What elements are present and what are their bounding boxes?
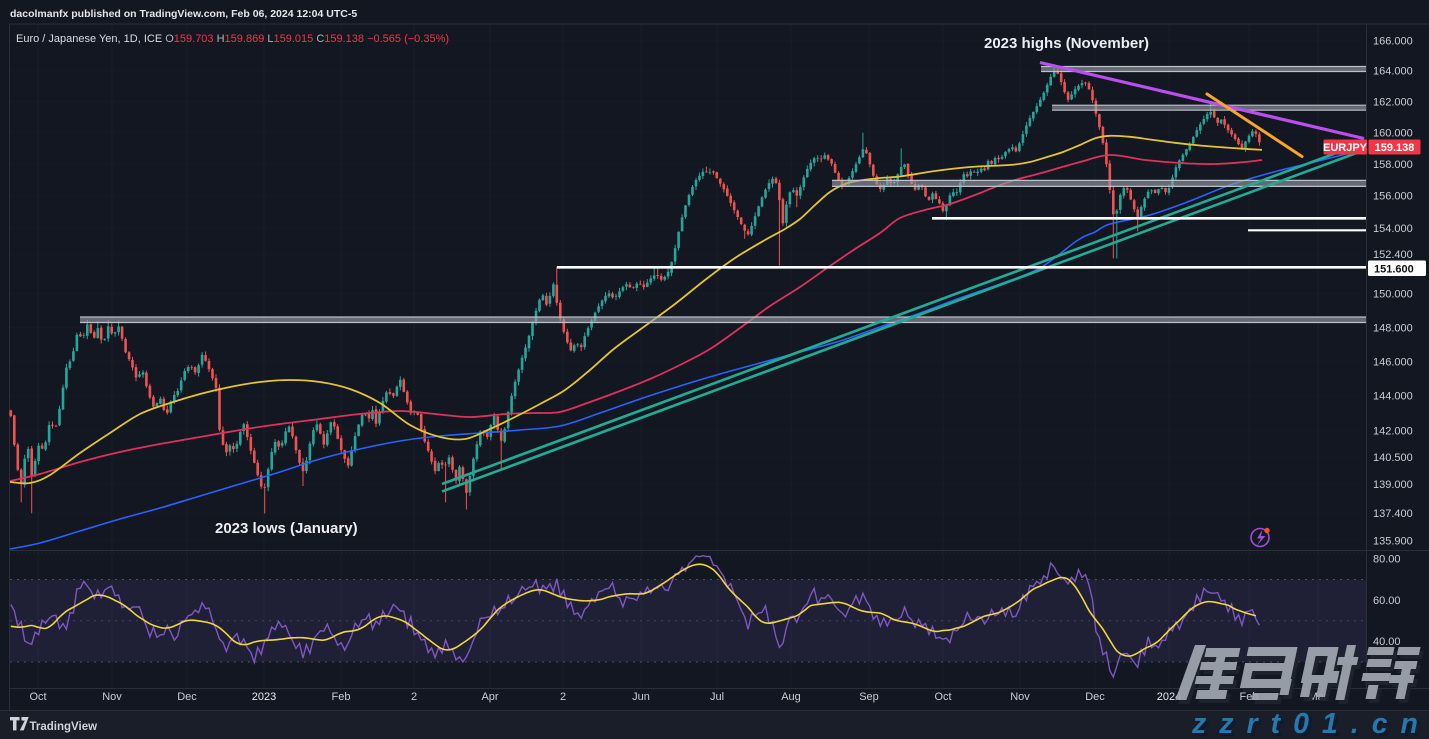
svg-text:158.000: 158.000 <box>1373 159 1413 171</box>
svg-text:40.00: 40.00 <box>1373 636 1401 648</box>
svg-text:156.000: 156.000 <box>1373 191 1413 203</box>
svg-text:154.000: 154.000 <box>1373 223 1413 235</box>
svg-text:Apr: Apr <box>481 691 498 703</box>
svg-text:160.000: 160.000 <box>1373 127 1413 139</box>
svg-text:Sep: Sep <box>859 691 879 703</box>
svg-text:150.000: 150.000 <box>1373 289 1413 301</box>
svg-text:Aug: Aug <box>781 691 801 703</box>
svg-text:Oct: Oct <box>29 691 46 703</box>
svg-text:EURJPY: EURJPY <box>1323 142 1368 154</box>
svg-text:Jun: Jun <box>632 691 650 703</box>
svg-text:166.000: 166.000 <box>1373 36 1413 48</box>
svg-text:146.000: 146.000 <box>1373 356 1413 368</box>
svg-text:140.500: 140.500 <box>1373 452 1413 464</box>
svg-text:137.400: 137.400 <box>1373 508 1413 520</box>
svg-text:60.00: 60.00 <box>1373 595 1401 607</box>
svg-text:Feb: Feb <box>332 691 351 703</box>
svg-text:2023: 2023 <box>252 691 276 703</box>
svg-text:TradingView: TradingView <box>30 721 98 733</box>
svg-text:zzrt01.cn: zzrt01.cn <box>1194 711 1429 739</box>
svg-text:Nov: Nov <box>102 691 122 703</box>
svg-text:Euro / Japanese Yen, 1D, ICE O: Euro / Japanese Yen, 1D, ICE O159.703 H1… <box>16 33 449 45</box>
svg-text:2: 2 <box>560 691 566 703</box>
svg-text:151.600: 151.600 <box>1374 264 1414 276</box>
svg-text:144.000: 144.000 <box>1373 391 1413 403</box>
svg-text:148.000: 148.000 <box>1373 322 1413 334</box>
svg-text:Jul: Jul <box>710 691 724 703</box>
svg-text:Dec: Dec <box>1085 691 1105 703</box>
svg-text:dacolmanfx published on Tradin: dacolmanfx published on TradingView.com,… <box>10 8 357 20</box>
svg-text:142.000: 142.000 <box>1373 426 1413 438</box>
svg-text:zzrt01.cn: zzrt01.cn <box>1191 708 1429 739</box>
svg-text:162.000: 162.000 <box>1373 96 1413 108</box>
svg-text:139.000: 139.000 <box>1373 479 1413 491</box>
svg-text:Dec: Dec <box>177 691 197 703</box>
svg-text:2023 highs (November): 2023 highs (November) <box>984 35 1149 52</box>
svg-text:164.000: 164.000 <box>1373 66 1413 78</box>
svg-text:2023 lows (January): 2023 lows (January) <box>215 520 358 537</box>
svg-text:159.138: 159.138 <box>1375 142 1415 154</box>
svg-text:Oct: Oct <box>934 691 951 703</box>
svg-text:2024: 2024 <box>1157 691 1181 703</box>
svg-text:152.400: 152.400 <box>1373 249 1413 261</box>
svg-text:135.900: 135.900 <box>1373 535 1413 547</box>
svg-text:80.00: 80.00 <box>1373 554 1401 566</box>
svg-text:2: 2 <box>411 691 417 703</box>
svg-text:Nov: Nov <box>1010 691 1030 703</box>
